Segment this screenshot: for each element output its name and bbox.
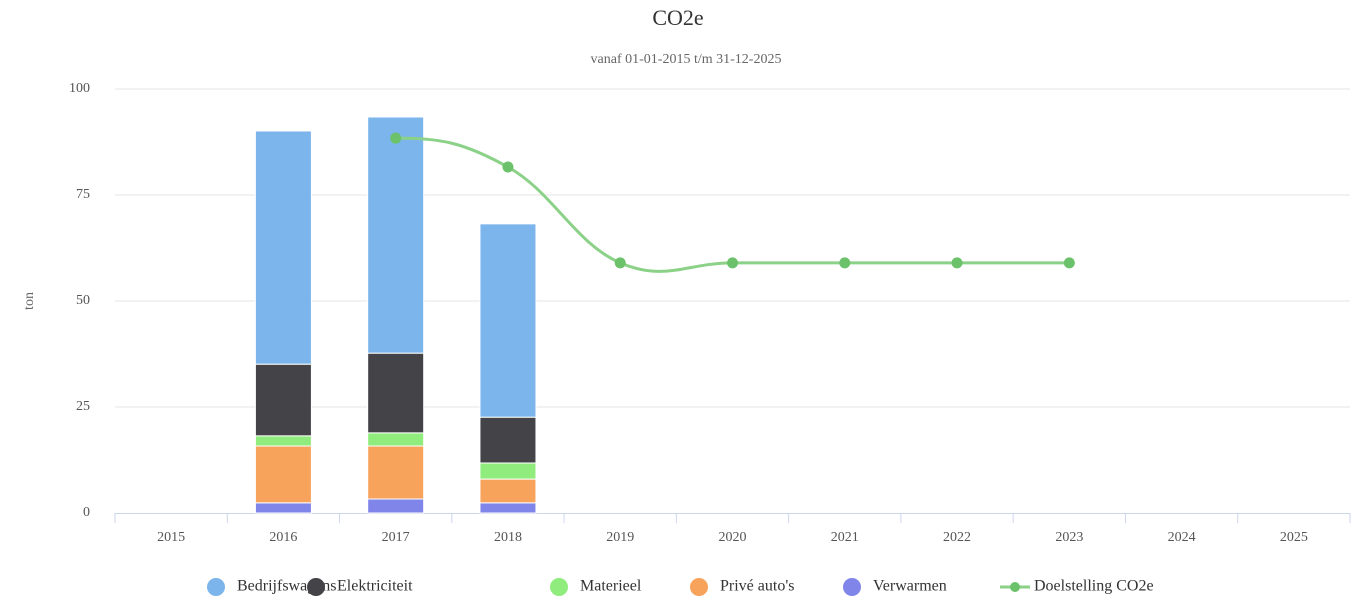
y-tick-label: 0 — [83, 505, 90, 520]
bar-segment — [254, 363, 312, 437]
bar-segment — [254, 130, 312, 365]
x-tick-label: 2020 — [719, 530, 747, 545]
line-marker — [951, 257, 963, 269]
x-tick-label: 2025 — [1280, 530, 1308, 545]
legend-symbol — [307, 578, 325, 596]
x-tick-label: 2021 — [831, 530, 859, 545]
chart-title: CO2e — [652, 5, 703, 30]
y-tick-label: 100 — [69, 81, 90, 96]
legend-label: Doelstelling CO2e — [1034, 578, 1154, 595]
bar-segment — [479, 478, 537, 504]
bar-segment — [479, 462, 537, 480]
x-tick-label: 2017 — [382, 530, 410, 545]
legend-symbol — [690, 578, 708, 596]
line-marker — [390, 132, 402, 144]
bar-segment — [254, 445, 312, 504]
y-tick-label: 50 — [76, 293, 90, 308]
line-marker — [1063, 257, 1075, 269]
x-tick-label: 2016 — [269, 530, 297, 545]
x-tick-label: 2015 — [157, 530, 185, 545]
legend-label: Elektriciteit — [337, 578, 413, 595]
x-tick-label: 2024 — [1168, 530, 1196, 545]
legend-symbol — [1010, 582, 1020, 592]
legend-label: Materieel — [580, 578, 642, 595]
bar-segment — [254, 502, 312, 514]
line-marker — [614, 257, 626, 269]
bar-segment — [254, 435, 312, 447]
line-marker — [502, 161, 514, 173]
x-tick-label: 2018 — [494, 530, 522, 545]
legend-label: Privé auto's — [720, 578, 794, 595]
bar-segment — [479, 223, 537, 418]
bar-segment — [367, 445, 425, 500]
x-tick-label: 2022 — [943, 530, 971, 545]
bar-segment — [367, 498, 425, 514]
y-tick-label: 25 — [76, 399, 90, 414]
y-axis-label: ton — [22, 292, 37, 310]
line-marker — [727, 257, 738, 269]
bar-segment — [479, 502, 537, 514]
chart-subtitle: vanaf 01-01-2015 t/m 31-12-2025 — [591, 52, 782, 67]
legend-label: Verwarmen — [873, 578, 947, 595]
x-tick-label: 2019 — [606, 530, 634, 545]
line-marker — [839, 257, 851, 269]
legend-symbol — [843, 578, 861, 596]
legend-symbol — [550, 578, 568, 596]
x-tick-label: 2023 — [1055, 530, 1083, 545]
bar-segment — [367, 432, 425, 447]
bar-segment — [367, 352, 425, 434]
y-tick-label: 75 — [76, 187, 90, 202]
bar-segment — [479, 416, 537, 464]
bar-segment — [367, 116, 425, 354]
legend-symbol — [207, 578, 225, 596]
